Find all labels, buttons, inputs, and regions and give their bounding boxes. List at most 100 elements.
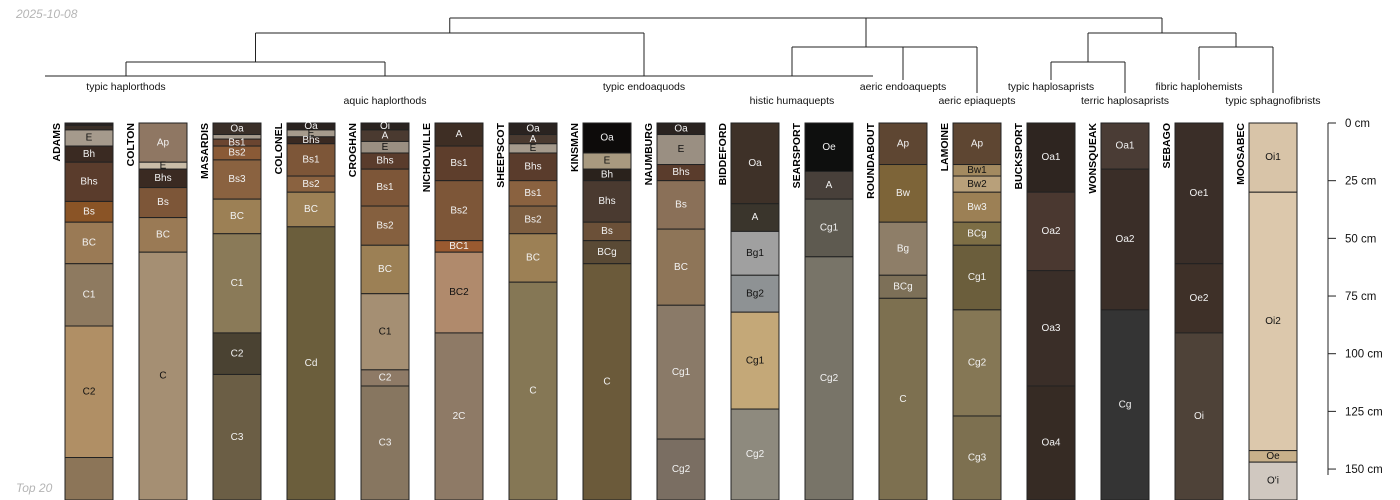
horizon-label: C1 [231,278,244,289]
axis-tick-label: 125 cm [1345,406,1383,418]
horizon-label: Oa4 [1042,438,1061,449]
horizon-rect [952,122,1002,166]
horizon-label: Bs1 [524,188,542,199]
horizon-rect [878,221,928,276]
horizon-label: Oe2 [1190,293,1209,304]
horizon-rect [508,233,558,283]
horizon-rect [1100,122,1150,170]
horizon-label: Oa2 [1116,234,1135,245]
horizon-rect [804,198,854,258]
horizon-label: Bhs [672,167,689,178]
horizon-label: Oa2 [1042,226,1061,237]
horizon-label: C [159,371,166,382]
horizon-rect [138,251,188,500]
horizon-label: Ap [971,138,984,149]
horizon-label: Bw2 [967,179,987,190]
horizon-label: Cd [305,358,318,369]
horizon-label: Oe [822,142,836,153]
profile-name-label: SEBAGO [1161,123,1173,169]
horizon-label: A [382,130,389,141]
horizon-rect [656,228,706,306]
profile-naumburg: Oa E Bhs Bs BC Cg1 Cg2 NAUMBURG [643,122,706,500]
horizon-rect [212,233,262,334]
horizon-label: BC [156,230,170,241]
horizon-label: BCg [893,281,912,292]
horizon-rect [138,217,188,253]
horizon-label: E [86,133,93,144]
date-stamp: 2025-10-08 [16,7,78,21]
horizon-label: E [382,142,389,153]
horizon-rect [508,281,558,500]
horizon-label: C3 [379,438,392,449]
horizon-rect [286,143,336,177]
horizon-rect [138,122,188,163]
horizon-rect [1248,461,1298,500]
horizon-label: Bg2 [746,288,764,299]
subgroup-label: fibric haplohemists [1156,81,1243,93]
profile-biddeford: Oa A Bg1 Bg2 Cg1 Cg2 BIDDEFORD [717,122,780,500]
axis-tick-label: 100 cm [1345,349,1383,361]
horizon-label: Bhs [80,176,97,187]
subgroup-label: typic haplosaprists [1008,81,1094,93]
horizon-label: Oa [304,121,318,132]
horizon-rect [360,385,410,500]
horizon-rect [64,161,114,202]
horizon-rect [804,170,854,200]
horizon-rect [582,263,632,500]
profile-name-label: ROUNDABOUT [865,122,877,198]
profile-name-label: NICHOLVILLE [421,123,433,192]
horizon-label: Bw [896,188,911,199]
horizon-rect [212,373,262,500]
subgroup-label: aeric endoaquepts [860,81,946,93]
horizon-rect [582,122,632,154]
horizon-label: Bs [83,206,95,217]
horizon-label: Cg2 [672,464,691,475]
horizon-label: Bs1 [376,182,394,193]
depth-axis: 0 cm 25 cm 50 cm 75 cm 100 cm 125 cm 150 cm [1327,118,1383,476]
horizon-rect [1026,385,1076,500]
profile-name-label: MOOSABEC [1235,123,1247,185]
horizon-rect [212,159,262,200]
profile-name-label: COLTON [125,123,137,166]
horizon-label: Cg1 [820,223,839,234]
horizon-label: Bhs [598,196,615,207]
horizon-label: Oi2 [1265,316,1281,327]
horizon-rect [804,122,854,172]
horizon-rect [434,332,484,500]
horizon-rect [730,122,780,205]
profile-lamoine: Ap Bw1 Bw2 Bw3 BCg Cg1 Cg2 Cg3 LAMOINE [939,122,1002,500]
horizon-label: C [899,394,906,405]
horizon-rect [212,198,262,235]
horizon-label: Bhs [524,161,541,172]
horizon-label: Ap [157,137,170,148]
subgroup-label: aeric epiaquepts [938,95,1015,107]
horizon-label: Oa3 [1042,323,1061,334]
horizon-label: Bs2 [524,215,542,226]
horizon-label: Oi [380,121,390,132]
profile-bucksport: Oa1 Oa2 Oa3 Oa4 BUCKSPORT [1013,122,1076,500]
profile-colton: Ap E Bhs Bs BC C COLTON [125,122,188,500]
horizon-label: Bs [675,200,687,211]
horizon-label: Oa [526,123,540,134]
horizon-label: BCg [967,228,986,239]
profile-name-label: CROGHAN [347,123,359,177]
horizon-rect [952,191,1002,223]
horizon-rect [656,438,706,500]
horizon-rect [656,134,706,166]
horizon-label: BC2 [449,287,469,298]
horizon-label: Oa [600,133,614,144]
horizon-rect [1174,332,1224,500]
subgroup-label: typic endoaquods [603,81,685,93]
horizon-label: Cg3 [968,453,987,464]
horizon-rect [64,325,114,459]
horizon-label: BC [82,238,96,249]
horizon-rect [730,311,780,410]
horizon-label: Bh [83,149,95,160]
horizon-label: C [529,386,536,397]
horizon-label: BC1 [449,241,469,252]
horizon-label: C2 [83,386,96,397]
horizon-label: C1 [83,290,96,301]
